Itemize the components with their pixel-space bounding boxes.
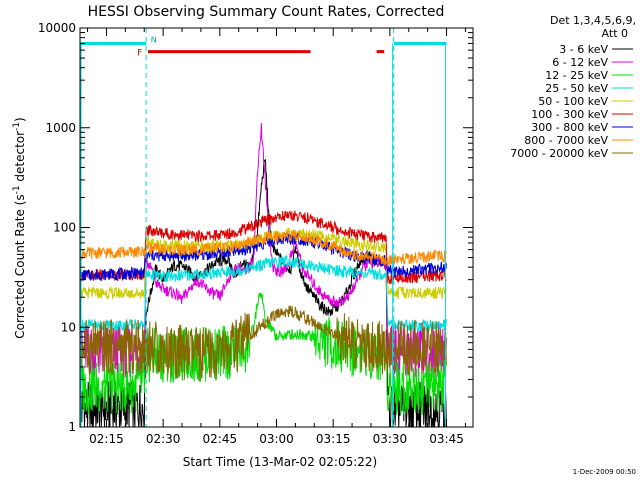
y-tick-label: 10000 [38, 21, 76, 35]
y-axis: 1 10 100 1000 10000 [38, 21, 473, 434]
legend-entry: 25 - 50 keV [545, 82, 608, 95]
footer-timestamp: 1-Dec-2009 00:50 [573, 468, 636, 476]
y-axis-label: Corrected Count Rate (s-1 detector-1) [12, 117, 27, 338]
legend-header-line1: Det 1,3,4,5,6,9, [550, 14, 636, 27]
saa-label: N [151, 35, 157, 44]
legend-entry: 12 - 25 keV [545, 69, 608, 82]
x-tick-label: 03:30 [373, 432, 408, 446]
series-line-4 [79, 254, 447, 333]
legend-entry: 800 - 7000 keV [524, 134, 608, 147]
legend-header-line2: Att 0 [602, 27, 628, 40]
legend-entry: 7000 - 20000 keV [510, 147, 608, 160]
legend-entry: 300 - 800 keV [531, 121, 608, 134]
y-tick-label: 1 [68, 420, 76, 434]
y-tick-label: 100 [53, 221, 76, 235]
legend-entry: 50 - 100 keV [538, 95, 608, 108]
series-line-9 [79, 305, 447, 382]
x-axis-label: Start Time (13-Mar-02 02:05:22) [183, 455, 377, 469]
chart-title: HESSI Observing Summary Count Rates, Cor… [88, 4, 445, 20]
x-tick-label: 03:45 [429, 432, 464, 446]
legend-entry: 3 - 6 keV [559, 43, 608, 56]
x-tick-label: 03:15 [316, 432, 351, 446]
x-tick-label: 02:45 [203, 432, 238, 446]
flare-flag-label: F [137, 49, 142, 59]
plot-area: FN [79, 28, 447, 428]
legend-entry: 100 - 300 keV [531, 108, 608, 121]
x-tick-label: 02:30 [146, 432, 181, 446]
x-tick-label: 02:15 [89, 432, 124, 446]
y-tick-label: 1000 [45, 121, 76, 135]
x-axis: 02:15 02:30 02:45 03:00 03:15 03:30 03:45 [87, 28, 466, 446]
y-tick-label: 10 [61, 320, 76, 334]
series-line-8 [79, 229, 447, 266]
legend-entry: 6 - 12 keV [552, 56, 608, 69]
x-tick-label: 03:00 [259, 432, 294, 446]
